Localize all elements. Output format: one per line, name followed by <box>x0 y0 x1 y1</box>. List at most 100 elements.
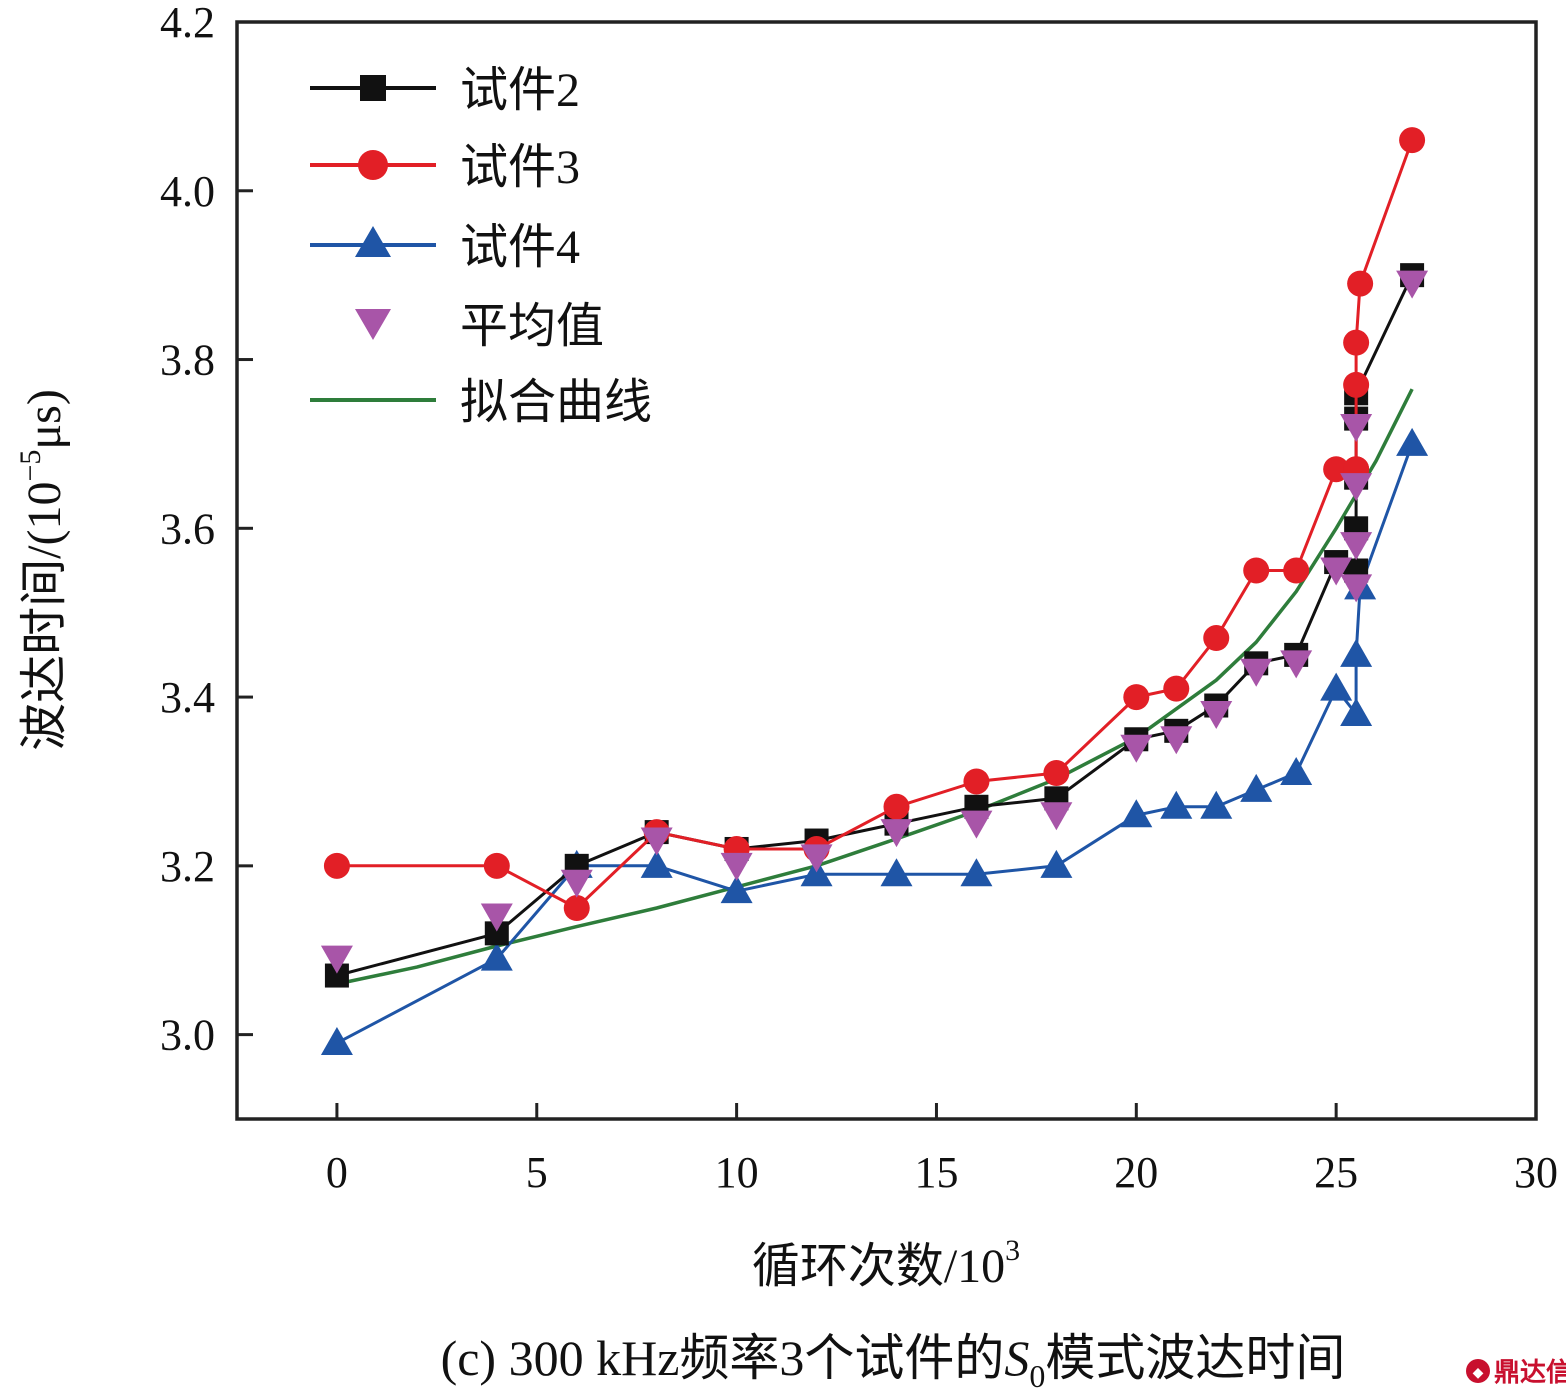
data-point-average <box>1396 270 1429 299</box>
legend-marker-series-2 <box>360 75 386 101</box>
data-point-series-4 <box>320 1027 353 1056</box>
y-tick-label: 4.2 <box>160 0 215 47</box>
x-tick-label: 10 <box>715 1148 759 1197</box>
series-series-2 <box>324 263 1425 988</box>
data-point-series-3 <box>483 852 510 879</box>
data-point-average <box>1340 414 1373 443</box>
data-point-average <box>1340 532 1373 561</box>
figure-caption: (c) 300 kHz频率3个试件的S0模式波达时间 <box>441 1330 1346 1394</box>
data-point-average <box>1340 473 1373 502</box>
y-tick-label: 4.0 <box>160 167 215 216</box>
legend-label-series-2: 试件2 <box>460 64 580 117</box>
data-point-series-4 <box>960 858 993 887</box>
data-point-average <box>1120 734 1153 763</box>
legend-label-average: 平均值 <box>460 300 604 353</box>
caption-prefix: (c) 300 kHz频率3个试件的 <box>441 1330 1005 1386</box>
data-point-average <box>320 945 353 974</box>
data-point-average <box>1240 658 1273 687</box>
y-axis-title-text: 波达时间/(10 <box>18 482 71 751</box>
y-tick-label: 3.8 <box>160 336 215 385</box>
y-tick-label: 3.6 <box>160 504 215 553</box>
data-point-average <box>1340 574 1373 603</box>
data-point-series-3 <box>323 852 350 879</box>
data-point-series-3 <box>1283 557 1310 584</box>
legend-label-series-3: 试件3 <box>460 141 580 194</box>
data-point-series-3 <box>1163 675 1190 702</box>
x-tick-label: 0 <box>326 1148 348 1197</box>
data-point-series-4 <box>1396 427 1429 456</box>
data-point-average <box>960 810 993 839</box>
data-point-series-4 <box>720 875 753 904</box>
data-point-average <box>1200 700 1233 729</box>
data-point-series-3 <box>883 793 910 820</box>
x-axis-title: 循环次数/103 <box>752 1234 1020 1293</box>
watermark-text: 鼎达信 <box>1494 1358 1566 1388</box>
data-point-series-4 <box>1040 849 1073 878</box>
data-point-series-3 <box>1343 329 1370 356</box>
y-tick-label: 3.4 <box>160 673 215 722</box>
legend-label-series-4: 试件4 <box>460 221 580 274</box>
legend-marker-series-4 <box>355 226 391 257</box>
x-tick-label: 20 <box>1114 1148 1158 1197</box>
data-point-series-3 <box>1043 760 1070 787</box>
data-point-series-4 <box>1340 697 1373 726</box>
series-fit <box>336 388 1414 986</box>
x-axis-title-sup: 3 <box>1005 1234 1020 1267</box>
y-axis-title-end: μs) <box>18 389 71 449</box>
data-point-series-4 <box>880 858 913 887</box>
x-tick-label: 15 <box>914 1148 958 1197</box>
legend: 试件2 试件3 试件4 平均值 拟合曲线 <box>310 64 652 429</box>
data-point-average <box>880 819 913 848</box>
watermark: ◆ 鼎达信 <box>1466 1358 1566 1388</box>
data-point-series-4 <box>1200 790 1233 819</box>
data-point-average <box>720 852 753 881</box>
data-point-series-4 <box>1240 773 1273 802</box>
data-point-average <box>640 827 673 856</box>
watermark-logo-glyph: ◆ <box>1473 1365 1484 1381</box>
caption-suffix: 模式波达时间 <box>1045 1330 1345 1386</box>
x-tick-label: 25 <box>1314 1148 1358 1197</box>
caption-symbol: S <box>1004 1330 1029 1386</box>
data-point-series-4 <box>1280 757 1313 786</box>
data-point-series-4 <box>1340 638 1373 667</box>
data-point-series-3 <box>1347 270 1374 297</box>
data-point-series-4 <box>1320 672 1353 701</box>
data-point-series-4 <box>480 942 513 971</box>
data-point-series-3 <box>1243 557 1270 584</box>
plot-frame <box>235 20 1538 1121</box>
y-axis-title-sup: −5 <box>14 450 47 482</box>
legend-marker-series-3 <box>358 150 388 180</box>
data-point-series-4 <box>640 849 673 878</box>
data-point-series-4 <box>1160 790 1193 819</box>
series-average <box>320 270 1429 974</box>
data-point-average <box>1280 650 1313 679</box>
data-point-average <box>560 869 593 898</box>
y-axis-title: 波达时间/(10−5μs) <box>14 389 71 751</box>
watermark-logo-icon <box>1466 1359 1490 1383</box>
data-point-series-3 <box>563 895 590 922</box>
x-tick-label: 5 <box>526 1148 548 1197</box>
series-layer <box>320 127 1429 1056</box>
data-point-average <box>480 903 513 932</box>
legend-marker-average <box>355 309 391 340</box>
data-point-series-3 <box>1203 625 1230 652</box>
series-series-3 <box>323 127 1426 922</box>
data-point-series-3 <box>963 768 990 795</box>
x-axis-title-text: 循环次数/10 <box>752 1240 1005 1293</box>
series-series-4 <box>320 427 1429 1056</box>
data-point-average <box>800 844 833 873</box>
series-line-fit <box>336 388 1414 986</box>
data-point-series-3 <box>1343 371 1370 398</box>
ticks-layer: 0 5 10 15 20 25 30 3.0 3.2 3.4 3.6 3.8 4.0 4.2 <box>160 0 1558 1197</box>
legend-label-fit: 拟合曲线 <box>460 376 652 429</box>
data-point-series-3 <box>1399 127 1426 154</box>
caption-subscript: 0 <box>1029 1358 1045 1394</box>
series-line-series-3 <box>336 139 1414 910</box>
x-tick-label: 30 <box>1514 1148 1558 1197</box>
y-tick-label: 3.0 <box>160 1011 215 1060</box>
y-tick-label: 3.2 <box>160 842 215 891</box>
data-point-average <box>1320 557 1353 586</box>
data-point-series-4 <box>1120 799 1153 828</box>
data-point-average <box>1040 802 1073 831</box>
